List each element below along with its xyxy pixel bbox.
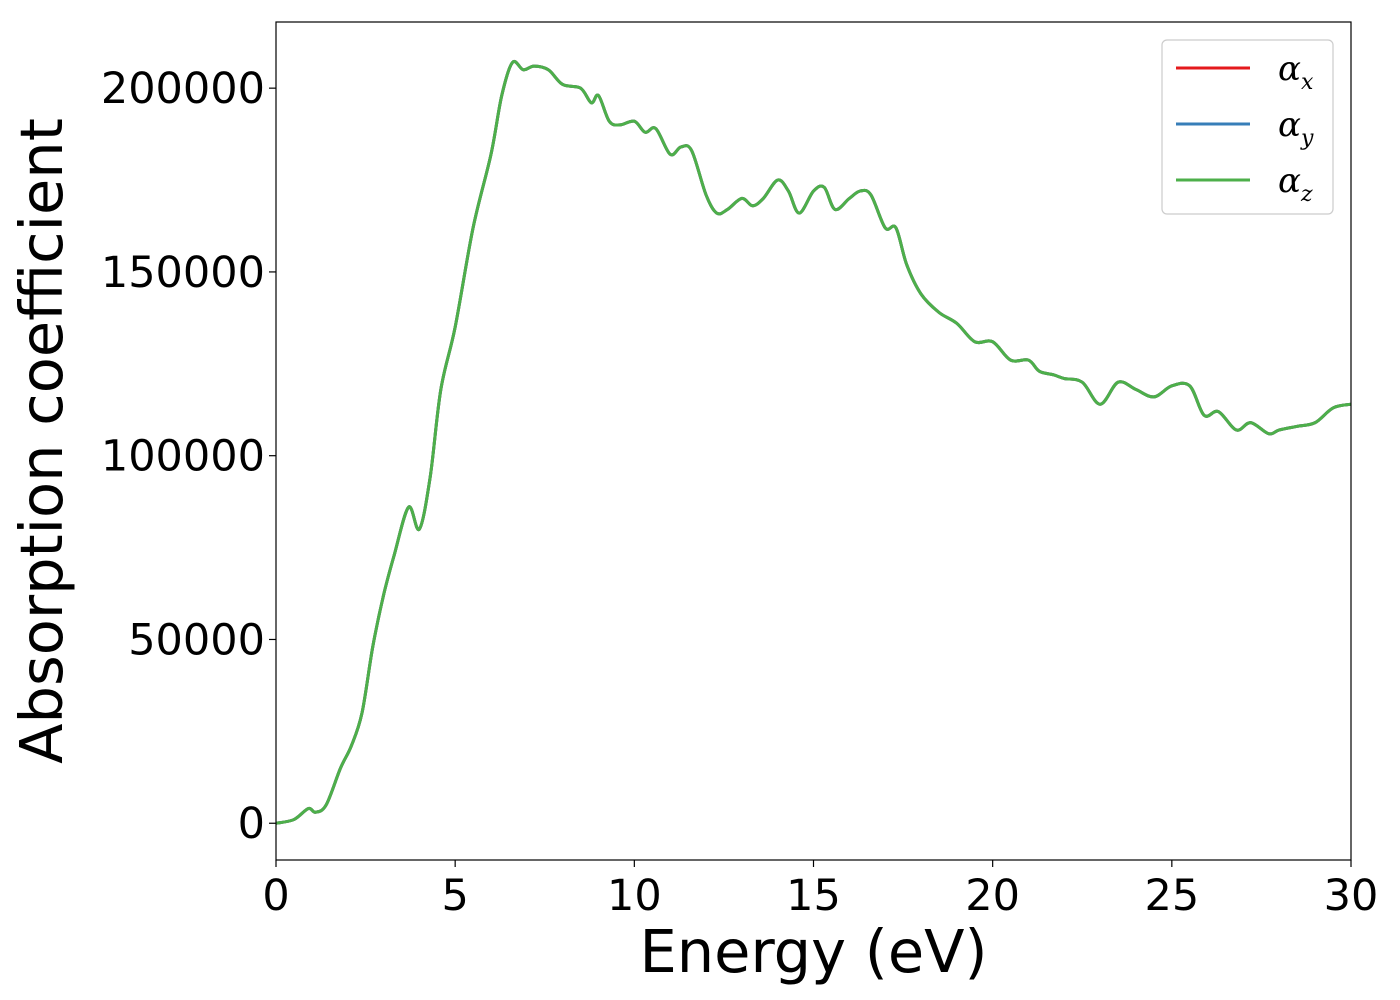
legend-entry: αy [1176,105,1314,151]
x-axis-title: Energy (eV) [639,917,987,986]
x-tick-label: 25 [1144,871,1199,921]
x-tick-label: 20 [965,871,1020,921]
y-tick-label: 0 [238,799,265,849]
x-tick-label: 5 [441,871,468,921]
y-tick-label: 200000 [101,64,265,114]
x-tick-label: 30 [1324,871,1379,921]
y-axis: 0 50000 100000 150000 200000 [101,64,276,849]
series-layer [276,59,1351,825]
legend-label: αy [1278,105,1314,151]
y-tick-label: 150000 [101,248,265,298]
series-line-3 [276,59,1351,825]
legend-box [1161,39,1334,215]
y-axis-title: Absorption coefficient [7,118,76,764]
legend-subscript: x [1301,70,1314,95]
y-tick-label: 50000 [128,615,265,665]
legend-label: αx [1278,49,1314,95]
x-axis: 0 5 10 15 20 25 30 [262,860,1378,921]
legend-subscript: y [1300,126,1314,151]
legend-entry: αx [1176,49,1314,95]
legend-subscript: z [1300,182,1313,207]
x-tick-label: 0 [262,871,289,921]
y-tick-label: 100000 [101,432,265,482]
x-tick-label: 10 [607,871,662,921]
x-tick-label: 15 [786,871,841,921]
